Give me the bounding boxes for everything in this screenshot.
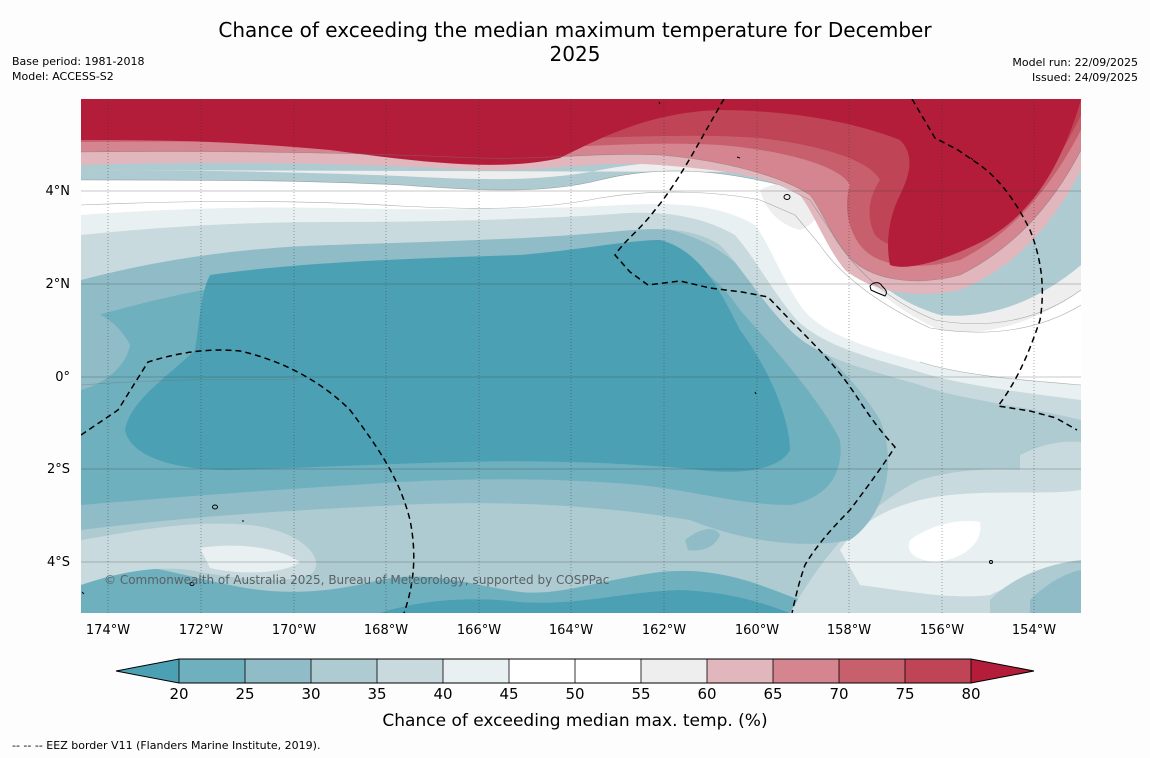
colorbar-cell-6: [509, 659, 575, 683]
lat-label-0: 0°: [55, 370, 70, 385]
model-name: Model: ACCESS-S2: [12, 70, 114, 83]
lon-label-164w: 164°W: [549, 623, 593, 638]
colorbar-tick: 45: [499, 685, 518, 703]
colorbar-dividers: [178, 659, 972, 683]
colorbar-tick: 25: [235, 685, 254, 703]
field-20-25: [125, 240, 790, 472]
lon-label-154w: 154°W: [1012, 623, 1056, 638]
contour-lines: [81, 149, 1081, 386]
meta-right: Model run: 22/09/2025 Issued: 24/09/2025: [1012, 55, 1138, 85]
lat-label-4n: 4°N: [46, 184, 71, 199]
lat-label-2s: 2°S: [47, 462, 70, 477]
lat-label-2n: 2°N: [46, 277, 71, 292]
colorbar-label: Chance of exceeding median max. temp. (%…: [382, 711, 767, 731]
lon-label-174w: 174°W: [86, 623, 130, 638]
eez-borders: [81, 99, 1078, 613]
issued-date: Issued: 24/09/2025: [1031, 71, 1138, 84]
colorbar-cell-10: [773, 659, 839, 683]
colorbar-cell-7: [575, 659, 641, 683]
colorbar-tick: 80: [961, 685, 980, 703]
colorbar-tick: 60: [697, 685, 716, 703]
colorbar-tick: 35: [367, 685, 386, 703]
colorbar-cell-12: [905, 659, 971, 683]
map-title: Chance of exceeding the median maximum t…: [218, 18, 932, 66]
base-period: Base period: 1981-2018: [12, 55, 145, 68]
colorbar-tick: 30: [301, 685, 320, 703]
colorbar-tick: 65: [763, 685, 782, 703]
field-se-30-35: [1030, 570, 1081, 613]
lat-label-4s: 4°S: [47, 555, 70, 570]
field-sw-45-50: [200, 545, 300, 573]
field-islet-30-35: [685, 528, 720, 551]
field-80-plus: [81, 99, 1081, 267]
colorbar-cell-8: [641, 659, 707, 683]
colorbar-cell-4: [377, 659, 443, 683]
field-w-30-35: [81, 310, 130, 390]
colorbar-tick: 20: [169, 685, 188, 703]
colorbar-ticks: 20 25 30 35 40 45 50 55 60 65 70 75 80: [169, 685, 980, 703]
colorbar-cell-13: [971, 659, 1034, 683]
field-50-55: [81, 170, 1081, 385]
lon-labels: 174°W 172°W 170°W 168°W 166°W 164°W 162°…: [86, 623, 1056, 638]
lon-label-166w: 166°W: [457, 623, 501, 638]
lon-label-156w: 156°W: [920, 623, 964, 638]
lon-label-158w: 158°W: [827, 623, 871, 638]
colorbar-cell-3: [311, 659, 377, 683]
colorbar-tick: 50: [565, 685, 584, 703]
colorbar: 20 25 30 35 40 45 50 55 60 65 70 75 80 C…: [115, 658, 1035, 731]
field-45-50: [81, 192, 1081, 400]
meta-left: Base period: 1981-2018 Model: ACCESS-S2: [12, 54, 144, 84]
colorbar-cell-0: [116, 659, 179, 683]
eez-footnote: -- -- -- EEZ border V11 (Flanders Marine…: [12, 739, 321, 752]
map-plot: © Commonwealth of Australia 2025, Bureau…: [81, 99, 1081, 613]
colorbar-tick: 55: [631, 685, 650, 703]
lon-label-172w: 172°W: [179, 623, 223, 638]
colorbar-cell-2: [245, 659, 311, 683]
field-south-lowest: [380, 590, 790, 613]
colorbar-cell-5: [443, 659, 509, 683]
islands: [81, 101, 993, 595]
colorbar-tick: 40: [433, 685, 452, 703]
copyright-text: © Commonwealth of Australia 2025, Bureau…: [104, 573, 609, 587]
colorbar-tick: 70: [829, 685, 848, 703]
model-run: Model run: 22/09/2025: [1012, 56, 1138, 69]
field-e-40-45: [1020, 441, 1081, 477]
lon-label-160w: 160°W: [735, 623, 779, 638]
lon-label-170w: 170°W: [272, 623, 316, 638]
colorbar-cell-1: [179, 659, 245, 683]
field-se-50-55: [908, 520, 981, 562]
lat-labels: 4°N 2°N 0° 2°S 4°S: [46, 184, 71, 570]
lon-label-162w: 162°W: [642, 623, 686, 638]
field-75-80: [81, 99, 1081, 251]
graticule-parallels: [81, 190, 1081, 563]
colorbar-cell-11: [839, 659, 905, 683]
lon-label-168w: 168°W: [364, 623, 408, 638]
colorbar-cell-9: [707, 659, 773, 683]
colorbar-tick: 75: [895, 685, 914, 703]
